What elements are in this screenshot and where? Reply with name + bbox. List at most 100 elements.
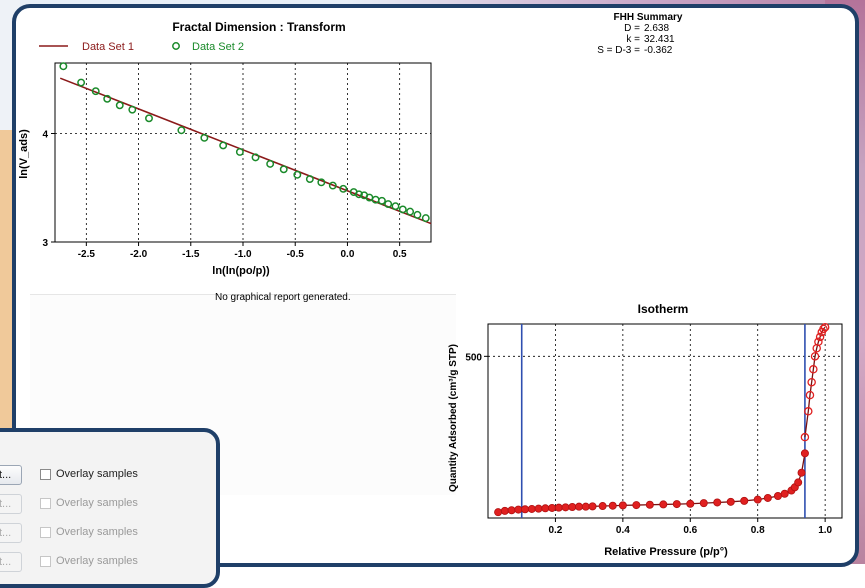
adsorption-point bbox=[800, 449, 809, 458]
desorption-point bbox=[820, 322, 830, 332]
overlay-dialog: t... Overlay samples t... Overlay sample… bbox=[0, 428, 220, 588]
x-tick-label: 0.0 bbox=[340, 249, 354, 260]
data-set-2-point bbox=[91, 87, 100, 96]
select-button[interactable]: t... bbox=[0, 552, 22, 572]
overlay-samples-checkbox[interactable] bbox=[40, 469, 51, 480]
data-set-2-point bbox=[200, 133, 209, 142]
fractal-legend: Data Set 1 Data Set 2 bbox=[39, 41, 244, 53]
no-report-message: No graphical report generated. bbox=[215, 292, 351, 303]
data-set-2-point bbox=[77, 78, 86, 87]
overlay-samples-checkbox[interactable] bbox=[40, 527, 51, 538]
x-tick-label: 0.5 bbox=[393, 249, 407, 260]
x-tick-label: 0.6 bbox=[683, 525, 697, 536]
adsorption-point bbox=[494, 508, 503, 517]
fractal-plot-area: -2.5 -2.0 -1.5 -1.0 -0.5 0.0 0.5 3 4 bbox=[42, 62, 432, 260]
legend-data-set-2: Data Set 2 bbox=[192, 41, 244, 53]
dialog-row: t... Overlay samples bbox=[0, 523, 216, 545]
fhh-label: D = bbox=[624, 23, 640, 34]
adsorption-point bbox=[500, 506, 509, 515]
y-tick-label: 3 bbox=[42, 238, 48, 249]
desorption-point bbox=[809, 365, 818, 374]
fractal-xlabel: ln(ln(po/p)) bbox=[212, 265, 270, 277]
adsorption-point bbox=[686, 499, 695, 508]
y-tick-label: 500 bbox=[465, 352, 482, 363]
data-set-2-point bbox=[219, 141, 228, 150]
fhh-row-k: k = 32.431 bbox=[548, 34, 748, 45]
x-tick-label: 0.2 bbox=[548, 525, 562, 536]
overlay-samples-label: Overlay samples bbox=[56, 526, 138, 538]
adsorption-point bbox=[699, 499, 708, 508]
isotherm-xlabel: Relative Pressure (p/p°) bbox=[604, 546, 728, 558]
desorption-point bbox=[805, 390, 815, 400]
x-tick-label: 0.8 bbox=[751, 525, 765, 536]
adsorption-point bbox=[726, 497, 735, 506]
adsorption-point bbox=[588, 502, 597, 511]
adsorption-point bbox=[740, 496, 749, 505]
fhh-row-d: D = 2.638 bbox=[548, 23, 748, 34]
adsorption-point bbox=[763, 493, 772, 502]
overlay-samples-checkbox[interactable] bbox=[40, 556, 51, 567]
select-button[interactable]: t... bbox=[0, 523, 22, 543]
desorption-point bbox=[815, 332, 825, 342]
data-set-2-point bbox=[317, 178, 326, 187]
adsorption-point bbox=[753, 495, 762, 504]
overlay-samples-label: Overlay samples bbox=[56, 497, 138, 509]
dialog-row: t... Overlay samples bbox=[0, 494, 216, 516]
data-set-2-point bbox=[235, 148, 244, 156]
data-set-2-point bbox=[177, 126, 186, 135]
adsorption-point bbox=[548, 503, 557, 512]
adsorption-point bbox=[672, 500, 681, 509]
data-set-2-point bbox=[293, 170, 302, 179]
fractal-title: Fractal Dimension : Transform bbox=[172, 20, 345, 34]
adsorption-point bbox=[780, 489, 789, 498]
dialog-row: t... Overlay samples bbox=[0, 552, 216, 574]
y-tick-label: 4 bbox=[42, 130, 48, 141]
overlay-samples-label: Overlay samples bbox=[56, 555, 138, 567]
x-tick-label: 0.4 bbox=[616, 525, 630, 536]
data-set-2-point bbox=[115, 101, 124, 110]
adsorption-point bbox=[713, 498, 722, 507]
fhh-value: 32.431 bbox=[644, 34, 675, 45]
x-tick-label: 1.0 bbox=[818, 525, 832, 536]
select-button[interactable]: t... bbox=[0, 465, 22, 485]
isotherm-chart: Isotherm 0.2 0.4 0.6 0.8 1.0 500 Relative Pre… bbox=[448, 302, 843, 558]
fractal-ylabel: ln(V_ads) bbox=[18, 129, 30, 179]
overlay-samples-checkbox[interactable] bbox=[40, 498, 51, 509]
fhh-value: 2.638 bbox=[644, 23, 670, 34]
x-tick-label: -1.5 bbox=[182, 249, 200, 260]
x-tick-label: -2.5 bbox=[78, 249, 96, 260]
data-set-2-point bbox=[354, 190, 363, 199]
adsorption-point bbox=[534, 504, 543, 513]
adsorption-point bbox=[514, 505, 523, 514]
adsorption-point bbox=[521, 505, 530, 514]
x-tick-label: -1.0 bbox=[234, 249, 252, 260]
select-button[interactable]: t... bbox=[0, 494, 22, 514]
adsorption-point bbox=[608, 501, 617, 510]
dialog-row: t... Overlay samples bbox=[0, 465, 216, 487]
adsorption-point bbox=[618, 501, 627, 510]
data-set-2-point bbox=[413, 210, 422, 219]
adsorption-point bbox=[575, 502, 584, 511]
fhh-row-s: S = D-3 = -0.362 bbox=[548, 45, 748, 56]
data-set-2-point bbox=[305, 175, 314, 184]
data-set-2-point bbox=[384, 200, 393, 208]
fhh-value: -0.362 bbox=[644, 45, 673, 56]
legend-marker-data-set-2 bbox=[172, 42, 180, 50]
data-set-2-point bbox=[279, 165, 288, 174]
data-set-2-point bbox=[328, 181, 337, 190]
desorption-point bbox=[804, 407, 813, 416]
desorption-point bbox=[800, 432, 810, 442]
data-set-2-point bbox=[266, 159, 275, 168]
adsorption-point bbox=[554, 503, 563, 512]
desorption-point bbox=[807, 377, 816, 387]
isotherm-title: Isotherm bbox=[638, 302, 689, 316]
x-tick-label: -0.5 bbox=[287, 249, 305, 260]
adsorption-point bbox=[659, 500, 668, 509]
fhh-label: S = D-3 = bbox=[597, 45, 640, 56]
adsorption-point bbox=[541, 504, 550, 513]
isotherm-ylabel: Quantity Adsorbed (cm³/g STP) bbox=[448, 344, 459, 492]
fhh-summary-title: FHH Summary bbox=[613, 12, 683, 23]
data-set-2-point bbox=[377, 196, 386, 205]
adsorption-point bbox=[568, 503, 577, 512]
data-set-2-point bbox=[339, 184, 348, 193]
